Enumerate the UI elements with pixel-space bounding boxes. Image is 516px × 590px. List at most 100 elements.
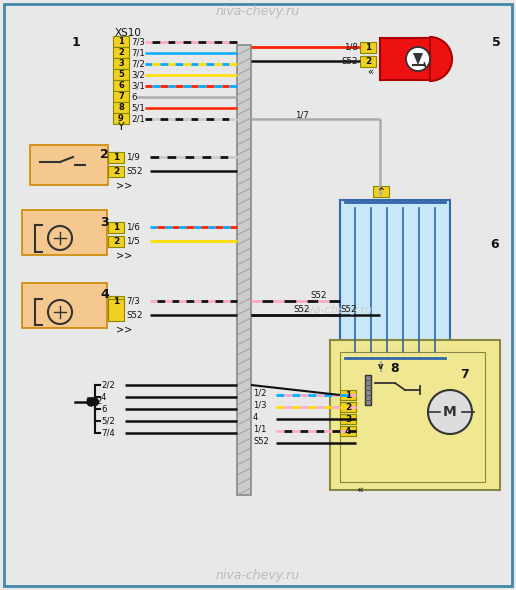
FancyBboxPatch shape [373, 186, 389, 197]
Text: S52: S52 [85, 398, 102, 407]
Text: 6: 6 [101, 405, 106, 414]
Text: 5: 5 [492, 37, 501, 50]
Text: 8: 8 [118, 103, 124, 112]
Text: 1: 1 [345, 391, 351, 399]
Text: S52: S52 [310, 291, 327, 300]
Text: v: v [378, 362, 384, 371]
Text: 2: 2 [118, 48, 124, 57]
Text: niva-chevy.ru: niva-chevy.ru [297, 305, 373, 315]
Text: 1: 1 [72, 35, 80, 48]
Text: 7/1: 7/1 [131, 48, 145, 57]
Text: 1: 1 [113, 297, 119, 306]
FancyBboxPatch shape [113, 58, 129, 69]
FancyBboxPatch shape [113, 113, 129, 124]
FancyBboxPatch shape [113, 47, 129, 58]
FancyBboxPatch shape [108, 152, 124, 163]
Text: 4: 4 [253, 412, 258, 421]
Text: 1/3: 1/3 [253, 401, 266, 409]
Text: 4: 4 [101, 392, 106, 402]
Text: 8: 8 [390, 362, 399, 375]
Text: 1/6: 1/6 [126, 222, 140, 231]
Text: 1: 1 [118, 37, 124, 46]
FancyBboxPatch shape [340, 426, 356, 436]
Text: >>: >> [116, 324, 132, 334]
FancyBboxPatch shape [340, 402, 356, 412]
FancyBboxPatch shape [30, 145, 108, 185]
FancyBboxPatch shape [22, 210, 107, 255]
Text: «: « [367, 67, 373, 77]
Text: 4: 4 [345, 427, 351, 435]
FancyBboxPatch shape [380, 38, 430, 80]
FancyBboxPatch shape [113, 91, 129, 102]
FancyBboxPatch shape [108, 296, 124, 307]
Text: «: « [357, 485, 363, 495]
Text: 1: 1 [113, 153, 119, 162]
Text: Y: Y [118, 122, 124, 132]
FancyBboxPatch shape [360, 42, 376, 53]
Text: XS10: XS10 [115, 28, 142, 38]
Text: 3: 3 [345, 415, 351, 424]
Text: 7/3: 7/3 [126, 297, 140, 306]
Text: 2: 2 [365, 57, 371, 66]
FancyBboxPatch shape [22, 283, 107, 328]
Text: S52: S52 [126, 166, 142, 175]
FancyBboxPatch shape [340, 390, 356, 400]
Text: 3: 3 [100, 215, 109, 228]
Text: 2: 2 [100, 148, 109, 160]
Text: 2/1: 2/1 [131, 114, 145, 123]
Text: 1/9: 1/9 [126, 152, 140, 162]
FancyBboxPatch shape [108, 222, 124, 233]
FancyBboxPatch shape [108, 236, 124, 247]
Text: 3: 3 [118, 59, 124, 68]
FancyBboxPatch shape [360, 56, 376, 67]
Text: 7: 7 [460, 369, 469, 382]
Text: S52: S52 [126, 310, 142, 320]
Text: S52: S52 [294, 306, 310, 314]
Text: 6: 6 [131, 93, 137, 101]
Text: 1/5: 1/5 [126, 237, 140, 245]
FancyBboxPatch shape [113, 36, 129, 47]
FancyBboxPatch shape [237, 45, 251, 495]
Circle shape [87, 398, 95, 406]
Text: 7/4: 7/4 [101, 428, 115, 438]
Text: 2: 2 [345, 402, 351, 411]
Text: 5/1: 5/1 [131, 103, 145, 113]
Text: 4: 4 [100, 289, 109, 301]
Text: 7: 7 [118, 92, 124, 101]
Text: 2/2: 2/2 [101, 381, 115, 389]
FancyBboxPatch shape [340, 414, 356, 424]
Text: 5: 5 [118, 70, 124, 79]
FancyBboxPatch shape [340, 352, 485, 482]
Text: 1/8: 1/8 [344, 42, 358, 51]
Text: >>: >> [116, 251, 132, 261]
FancyBboxPatch shape [108, 299, 124, 321]
Text: ^: ^ [378, 187, 384, 196]
Text: 1/2: 1/2 [253, 388, 266, 398]
FancyBboxPatch shape [330, 340, 500, 490]
Text: S52: S52 [340, 306, 357, 314]
Text: 2: 2 [113, 237, 119, 246]
Text: 7/2: 7/2 [131, 60, 145, 68]
Polygon shape [413, 53, 423, 65]
Text: S52: S52 [342, 57, 358, 65]
FancyBboxPatch shape [365, 375, 371, 405]
Text: 7/3: 7/3 [131, 38, 145, 47]
Text: 1/7: 1/7 [295, 110, 309, 120]
Text: 3/2: 3/2 [131, 70, 145, 80]
FancyBboxPatch shape [113, 69, 129, 80]
Text: 1/1: 1/1 [253, 424, 266, 434]
Text: 5/2: 5/2 [101, 417, 115, 425]
FancyBboxPatch shape [4, 4, 512, 586]
Text: M: M [443, 405, 457, 419]
FancyBboxPatch shape [373, 361, 389, 372]
Circle shape [428, 390, 472, 434]
Text: 6: 6 [118, 81, 124, 90]
Text: S52: S52 [253, 437, 269, 445]
FancyBboxPatch shape [113, 80, 129, 91]
Text: 9: 9 [118, 114, 124, 123]
Text: 2: 2 [113, 167, 119, 176]
Text: 6: 6 [490, 238, 498, 251]
Text: 3/1: 3/1 [131, 81, 145, 90]
Circle shape [91, 398, 99, 405]
FancyBboxPatch shape [340, 200, 450, 360]
